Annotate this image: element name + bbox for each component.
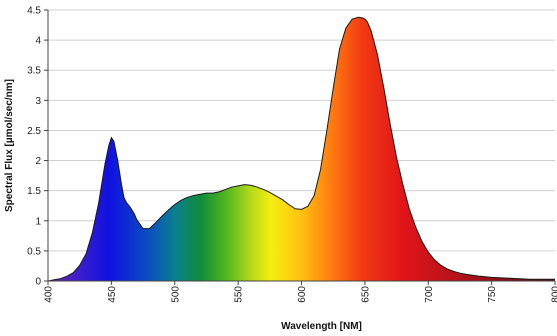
y-tick-label: 0.5 [27, 246, 41, 257]
y-tick-labels: 0 0.5 1 1.5 2 2.5 3 3.5 4 4.5 [27, 6, 41, 288]
y-tick-label: 3 [35, 96, 41, 107]
y-tick-label: 4.5 [27, 6, 41, 17]
x-tick-label: 450 [107, 286, 118, 303]
x-tick-labels: 400 450 500 550 600 650 700 750 800 [44, 286, 557, 303]
x-tick-label: 600 [297, 286, 308, 303]
axes [44, 9, 556, 285]
y-tick-label: 2.5 [27, 126, 41, 137]
y-tick-label: 3.5 [27, 66, 41, 77]
y-axis-title: Spectral Flux [µmol/sec/nm] [4, 79, 15, 212]
x-tick-label: 800 [551, 286, 557, 303]
y-tick-label: 2 [35, 156, 41, 167]
spectrum-area [47, 16, 555, 282]
x-tick-label: 400 [44, 286, 55, 303]
y-tick-label: 1 [35, 216, 41, 227]
spectrum-line [47, 16, 555, 282]
x-tick-label: 500 [170, 286, 181, 303]
x-tick-label: 750 [487, 286, 498, 303]
x-tick-label: 650 [360, 286, 371, 303]
spectrum-fill [48, 17, 555, 281]
x-tick-label: 700 [424, 286, 435, 303]
y-tick-label: 1.5 [27, 186, 41, 197]
x-tick-label: 550 [234, 286, 245, 303]
x-axis-title: Wavelength [NM] [281, 321, 362, 332]
y-tick-label: 4 [35, 36, 41, 47]
y-tick-label: 0 [35, 277, 41, 288]
